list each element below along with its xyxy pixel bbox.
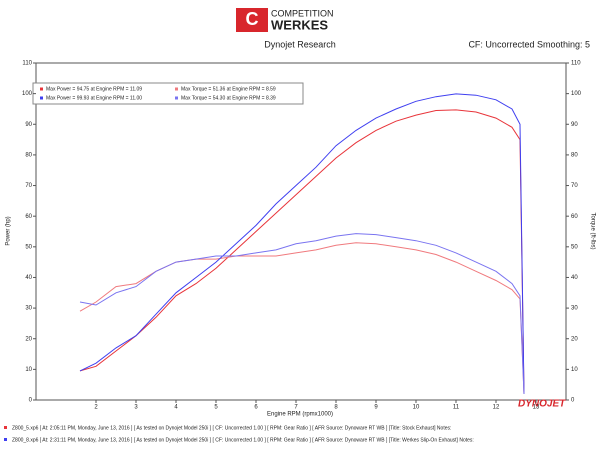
logo-c: C [246,9,259,29]
note-marker [4,438,7,441]
y-tick-label: 110 [22,61,32,67]
series-line [79,242,525,394]
y2-tick-label: 0 [571,398,575,404]
x-tick-label: 5 [214,405,218,411]
legend-marker [40,96,43,100]
x-tick-label: 8 [334,405,338,411]
y2-tick-label: 60 [571,214,578,220]
note-marker [4,426,7,429]
y-tick-label: 70 [25,183,32,189]
x-tick-label: 4 [174,405,178,411]
y-tick-label: 0 [29,398,33,404]
series-line [79,233,525,394]
series-line [79,109,525,394]
y2-tick-label: 110 [571,61,581,67]
legend-label: Max Torque = 54.30 at Engine RPM = 8.39 [181,95,276,101]
note: Z800_8.xp6 [ At: 2:31:11 PM, Monday, Jun… [12,437,474,443]
y2-tick-label: 90 [571,122,578,128]
legend-label: Max Power = 99.93 at Engine RPM = 11.00 [46,95,142,101]
x-tick-label: 3 [134,405,138,411]
x-tick-label: 6 [254,405,258,411]
y-tick-label: 20 [25,336,32,342]
y2-tick-label: 80 [571,152,578,158]
y-tick-label: 90 [25,122,32,128]
x-tick-label: 7 [294,405,298,411]
legend-marker [175,87,178,91]
note: Z800_5.xp6 [ At: 2:05:11 PM, Monday, Jun… [12,425,451,431]
x-tick-label: 13 [533,405,540,411]
chart-title: Dynojet Research [264,39,336,49]
y2-tick-label: 10 [571,367,578,373]
x-tick-label: 11 [453,405,460,411]
x-tick-label: 12 [493,405,500,411]
legend-label: Max Power = 94.75 at Engine RPM = 11.09 [46,86,142,92]
logo-mark [236,8,268,32]
y-tick-label: 30 [25,306,32,312]
y2-tick-label: 100 [571,91,582,97]
y2-tick-label: 70 [571,183,578,189]
y-tick-label: 50 [25,244,32,250]
y2-tick-label: 20 [571,336,578,342]
legend-marker [175,96,178,100]
x-tick-label: 2 [94,405,98,411]
plot-frame [35,62,567,401]
y2-tick-label: 30 [571,306,578,312]
y2-axis-label: Torque (ft-lbs) [589,212,595,249]
series-line [79,93,525,394]
x-tick-label: 10 [413,405,420,411]
x-tick-label: 9 [374,405,378,411]
x-axis-label: Engine RPM (rpmx1000) [267,412,333,418]
y2-tick-label: 50 [571,244,578,250]
y2-tick-label: 40 [571,275,578,281]
brand-logo: DYNOJET [518,399,566,410]
y-tick-label: 80 [25,152,32,158]
y-axis-label: Power (hp) [6,216,12,245]
legend-label: Max Torque = 51.36 at Engine RPM = 8.59 [181,86,276,92]
chart-subtitle: CF: Uncorrected Smoothing: 5 [468,39,590,49]
y-tick-label: 40 [25,275,32,281]
y-tick-label: 100 [22,91,33,97]
logo-text: WERKES [271,17,328,32]
y-tick-label: 60 [25,214,32,220]
logo-text: COMPETITION [271,8,334,18]
legend-marker [40,87,43,91]
y-tick-label: 10 [25,367,32,373]
